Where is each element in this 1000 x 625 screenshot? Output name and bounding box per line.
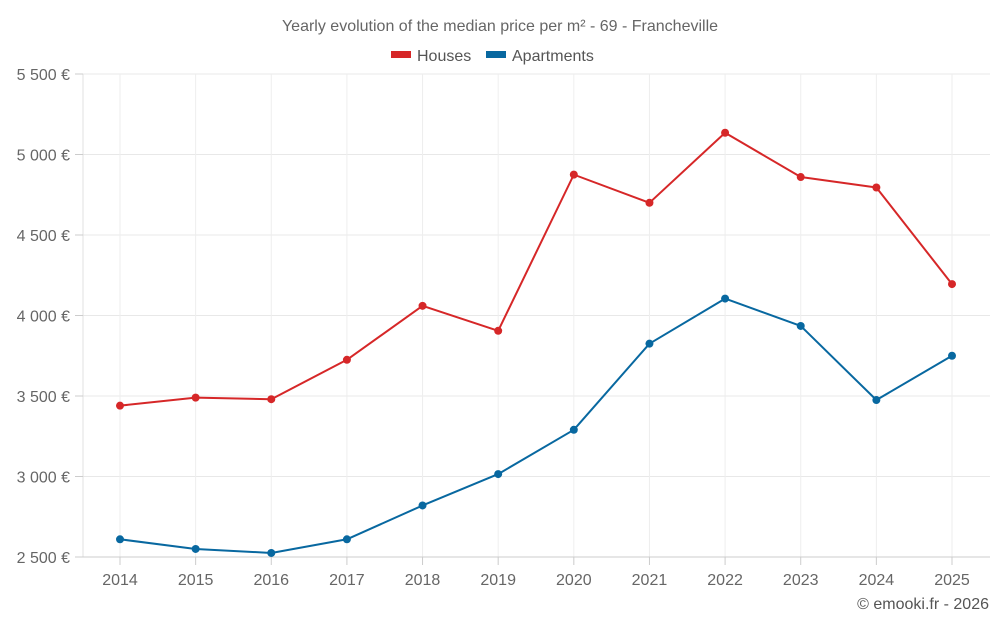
chart-title: Yearly evolution of the median price per…: [282, 18, 718, 35]
x-tick-label: 2016: [253, 572, 289, 589]
data-point-houses[interactable]: [948, 280, 956, 289]
y-tick-label: 4 500 €: [17, 228, 70, 245]
y-tick-label: 3 500 €: [17, 389, 70, 406]
y-tick-label: 5 500 €: [17, 67, 70, 84]
y-tick-label: 2 500 €: [17, 550, 70, 567]
legend-swatch-houses: [391, 51, 411, 58]
legend: Houses Apartments: [391, 48, 594, 65]
data-point-houses[interactable]: [494, 326, 503, 335]
data-point-houses[interactable]: [418, 301, 427, 310]
data-point-apartments[interactable]: [645, 339, 654, 348]
data-point-apartments[interactable]: [116, 535, 124, 544]
x-tick-label: 2023: [783, 572, 819, 589]
series-houses: [116, 128, 956, 410]
y-tick-label: 3 000 €: [17, 470, 70, 487]
series-line-apartments: [119, 297, 953, 554]
series-apartments: [116, 294, 956, 557]
x-tick-label: 2025: [934, 572, 970, 589]
x-tick-label: 2014: [102, 572, 138, 589]
data-point-apartments[interactable]: [267, 548, 276, 557]
legend-label-houses: Houses: [417, 48, 471, 65]
x-axis: 2014 2015 2016 2017 2018 2019 2020 2021 2022 2023…: [102, 557, 970, 589]
data-point-houses[interactable]: [721, 128, 730, 137]
data-point-apartments[interactable]: [494, 470, 503, 479]
x-tick-label: 2021: [632, 572, 668, 589]
legend-label-apartments: Apartments: [512, 48, 594, 65]
x-tick-label: 2015: [178, 572, 214, 589]
data-point-apartments[interactable]: [418, 501, 427, 510]
grid: [82, 73, 990, 558]
data-point-houses[interactable]: [191, 393, 200, 402]
data-point-houses[interactable]: [645, 198, 654, 207]
data-point-apartments[interactable]: [191, 544, 200, 553]
y-axis: 2 500 € 3 000 € 3 500 € 4 000 € 4 500 € 5 000…: [17, 67, 83, 567]
x-tick-label: 2022: [707, 572, 743, 589]
series-line-houses: [119, 131, 953, 407]
data-point-houses[interactable]: [342, 355, 351, 364]
series-layer: [116, 128, 956, 557]
data-point-houses[interactable]: [116, 401, 124, 410]
y-tick-label: 4 000 €: [17, 309, 70, 326]
data-point-houses[interactable]: [267, 395, 276, 404]
data-point-houses[interactable]: [796, 173, 805, 182]
legend-swatch-apartments: [486, 51, 506, 58]
data-point-apartments[interactable]: [721, 294, 730, 303]
x-tick-label: 2017: [329, 572, 365, 589]
data-point-apartments[interactable]: [872, 396, 881, 405]
data-point-houses[interactable]: [569, 170, 578, 179]
x-tick-label: 2024: [859, 572, 895, 589]
data-point-apartments[interactable]: [796, 321, 805, 330]
legend-item-apartments[interactable]: Apartments: [486, 48, 594, 65]
legend-item-houses[interactable]: Houses: [391, 48, 471, 65]
x-tick-label: 2019: [480, 572, 516, 589]
x-tick-label: 2020: [556, 572, 592, 589]
credit-text: © emooki.fr - 2026: [857, 596, 989, 613]
y-tick-label: 5 000 €: [17, 148, 70, 165]
data-point-apartments[interactable]: [342, 535, 351, 544]
data-point-apartments[interactable]: [569, 425, 578, 434]
data-point-apartments[interactable]: [948, 351, 956, 360]
x-tick-label: 2018: [405, 572, 441, 589]
data-point-houses[interactable]: [872, 183, 881, 192]
